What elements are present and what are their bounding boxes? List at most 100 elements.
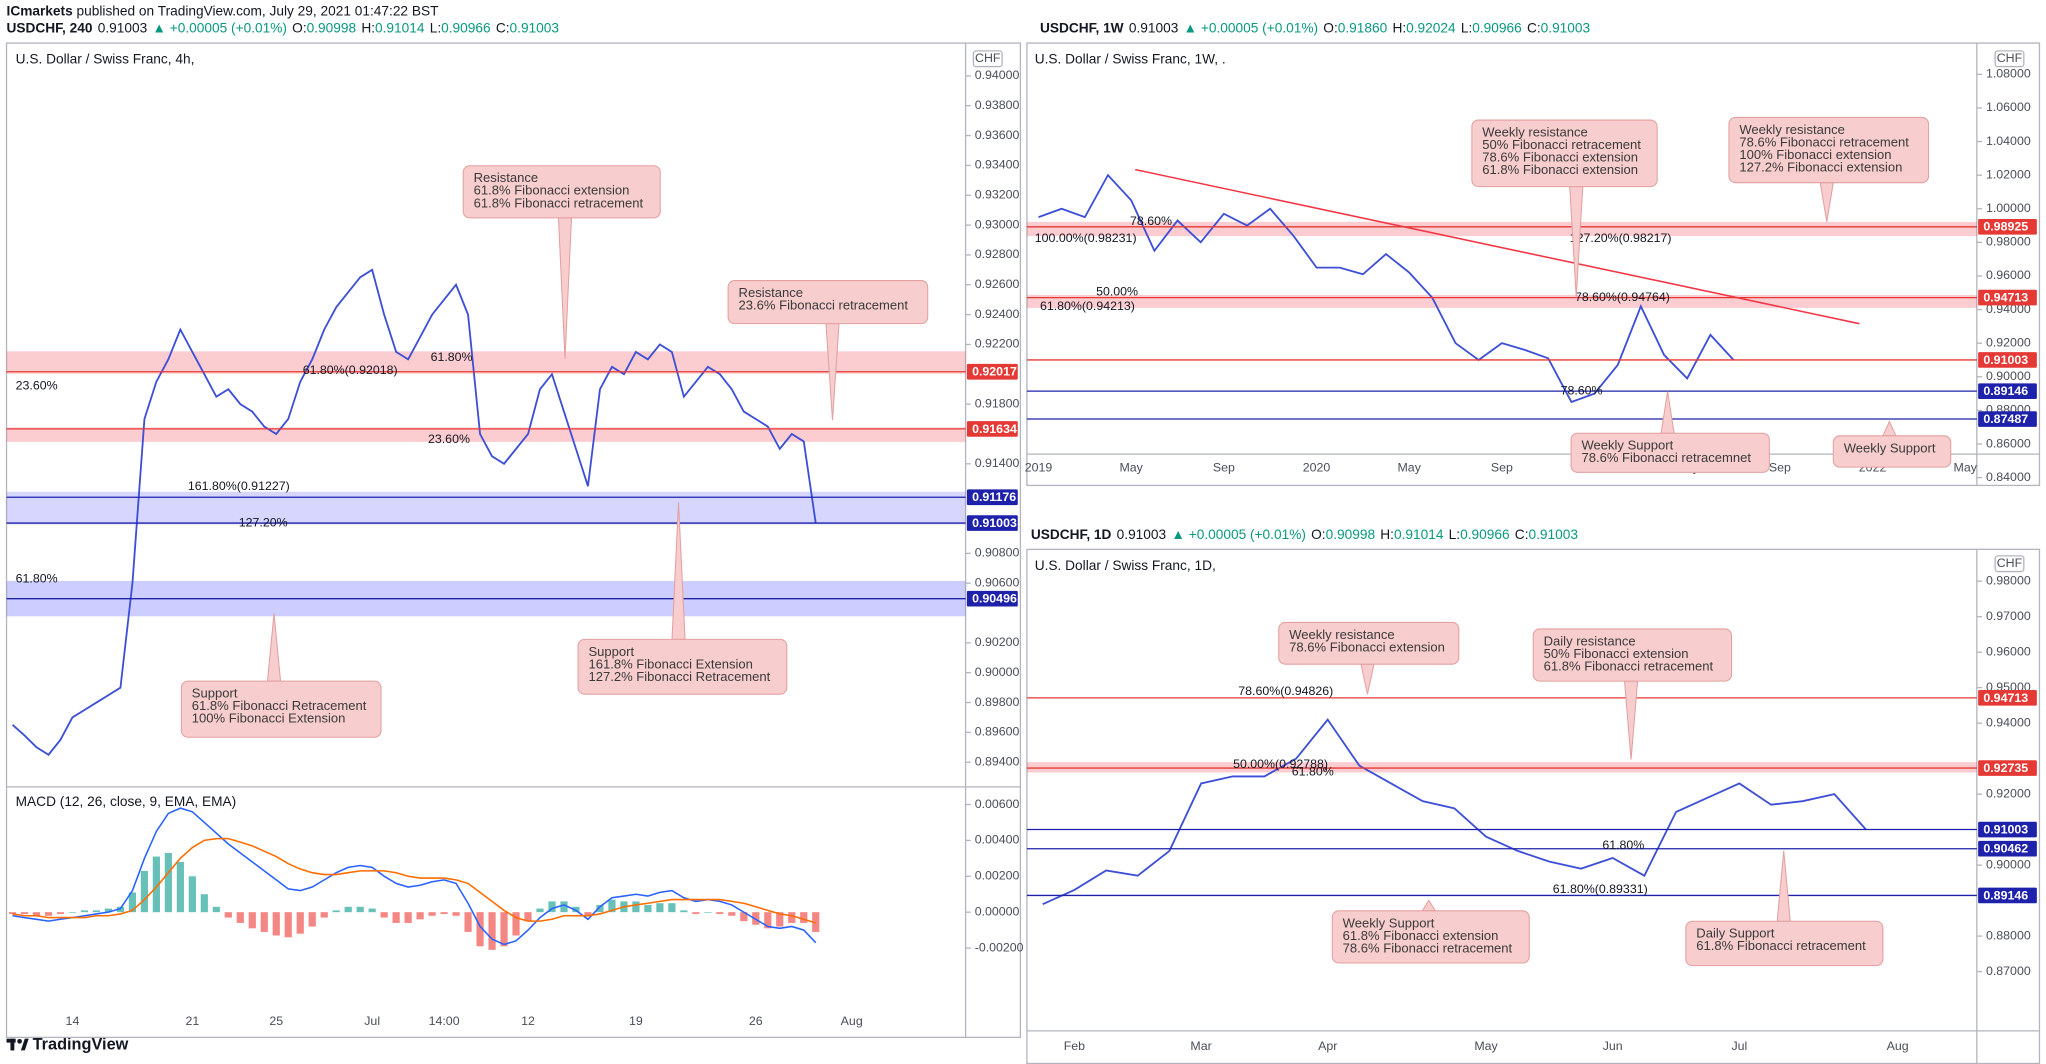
callout-text: 100% Fibonacci extension <box>1739 147 1891 162</box>
legend-item: ▲ +0.00005 (+0.01%) <box>152 20 287 35</box>
x-tick-label: 19 <box>629 1014 643 1028</box>
y-tick-label: 0.94000 <box>975 68 1020 82</box>
callout-text: Weekly Support <box>1844 440 1936 455</box>
legend-item: H: <box>1380 527 1394 542</box>
x-tick-label: May <box>1119 461 1143 475</box>
y-tick-label: 0.96000 <box>1986 268 2031 282</box>
histogram-bar <box>332 910 340 913</box>
callout-text: 23.6% Fibonacci retracement <box>739 298 909 313</box>
price-line <box>1038 173 1735 404</box>
callout-text: 161.8% Fibonacci Extension <box>588 656 752 671</box>
x-tick-label: 25 <box>269 1014 283 1028</box>
x-tick-label: 21 <box>185 1014 199 1028</box>
y-tick-label: 1.08000 <box>1986 67 2031 81</box>
y-tick-label: 0.93200 <box>975 188 1020 202</box>
histogram-bar <box>380 912 388 918</box>
histogram-bar <box>44 912 53 916</box>
callout-text: Daily Support <box>1696 926 1775 941</box>
callout-text: 50% Fibonacci extension <box>1544 646 1689 661</box>
x-tick-label: May <box>1398 461 1422 475</box>
callout-text: Daily resistance <box>1544 633 1636 648</box>
y-tick-label: 0.93400 <box>975 158 1020 172</box>
histogram-bar <box>656 903 664 913</box>
level-label: 0.90496 <box>972 592 1017 606</box>
callout-text: Weekly Support <box>1343 915 1435 930</box>
level-tag <box>1978 760 2037 776</box>
callout-text: 78.6% Fibonacci retracemnet <box>1581 450 1751 465</box>
legend-item: 0.91860 <box>1338 20 1388 35</box>
y-tick-label: 0.87000 <box>1986 964 2031 978</box>
legend-item: H: <box>1392 20 1406 35</box>
legend-item: C: <box>1515 527 1529 542</box>
fib-label: 50.00%(0.92788) <box>1233 757 1328 771</box>
histogram-bar <box>536 908 544 913</box>
level-tag <box>1978 411 2037 427</box>
level-label: 0.91003 <box>1983 353 2028 367</box>
histogram-bar <box>416 912 424 920</box>
callout-text: 78.6% Fibonacci extension <box>1289 639 1445 654</box>
level-tag <box>1978 887 2037 904</box>
y-tick-label: 0.92000 <box>1986 786 2031 800</box>
fib-label: 161.80%(0.91227) <box>188 479 290 493</box>
legend-line: USDCHF, 1D 0.91003 ▲ +0.00005 (+0.01%) O:0.… <box>1031 527 1579 542</box>
legend-item: USDCHF, 1D <box>1031 527 1112 542</box>
callout-text: 78.6% Fibonacci retracement <box>1343 940 1513 955</box>
logo: TradingView <box>6 1036 129 1054</box>
histogram-bar <box>428 912 436 916</box>
fib-label: 61.80%(0.94213) <box>1040 299 1135 313</box>
histogram-bar <box>140 870 148 913</box>
currency-box <box>972 50 1003 68</box>
y-tick-label: 0.89800 <box>975 695 1020 709</box>
y-tick-label: 0.00400 <box>975 833 1020 847</box>
histogram-bar <box>512 912 520 936</box>
currency: CHF <box>1997 556 2023 570</box>
histogram-bar <box>296 912 304 934</box>
callout-text: 127.2% Fibonacci Retracement <box>588 669 770 684</box>
callout-text: 61.8% Fibonacci extension <box>474 183 630 198</box>
currency-box <box>1994 50 2025 68</box>
legend-item: C: <box>1527 20 1541 35</box>
histogram-bar <box>704 912 712 913</box>
histogram-bar <box>80 910 89 913</box>
chart-title: U.S. Dollar / Swiss Franc, 1D, <box>1035 558 1216 573</box>
x-tick-label: Aug <box>1887 1039 1909 1053</box>
x-tick-label: 12 <box>521 1014 535 1028</box>
legend-item: 0.90966 <box>1460 527 1510 542</box>
y-tick-label: 0.93800 <box>975 98 1020 112</box>
y-tick-label: 0.89400 <box>975 754 1020 768</box>
zone <box>1026 762 1977 773</box>
histogram-bar <box>308 912 316 927</box>
histogram-bar <box>164 852 172 913</box>
legend-item: ▲ +0.00005 (+0.01%) <box>1184 20 1319 35</box>
x-tick-label: 26 <box>749 1014 763 1028</box>
fib-label: 61.80% <box>431 350 473 364</box>
histogram-bar <box>344 906 352 913</box>
histogram-bar <box>56 912 65 914</box>
histogram-bar <box>812 912 820 932</box>
histogram-bar <box>212 906 220 913</box>
level-label: 0.92017 <box>972 365 1017 379</box>
legend-item: H: <box>361 20 375 35</box>
fib-label: 61.80% <box>16 572 58 586</box>
histogram-bar <box>188 876 196 913</box>
fib-label: 78.60%(0.94764) <box>1575 290 1670 304</box>
legend-item: ▲ +0.00005 (+0.01%) <box>1171 527 1306 542</box>
legend-item: 0.91003 <box>98 20 148 35</box>
x-tick-label: 14:00 <box>429 1014 460 1028</box>
histogram-bar <box>716 912 724 914</box>
y-tick-label: 0.00000 <box>975 904 1020 918</box>
histogram-bar <box>272 912 280 936</box>
x-tick-label: Sep <box>1213 461 1235 475</box>
histogram-bar <box>572 906 580 913</box>
callout-text: 61.8% Fibonacci retracement <box>1696 938 1866 953</box>
histogram-bar <box>728 912 736 916</box>
legend-item: 0.90998 <box>1326 527 1376 542</box>
histogram-bar <box>200 894 208 913</box>
level-label: 0.91176 <box>972 490 1016 504</box>
x-tick-label: Mar <box>1190 1039 1211 1053</box>
chart-frame <box>5 42 1022 1039</box>
legend-item: 0.91003 <box>1528 527 1578 542</box>
price-line <box>1042 718 1867 905</box>
x-tick-label: Sep <box>1769 461 1791 475</box>
